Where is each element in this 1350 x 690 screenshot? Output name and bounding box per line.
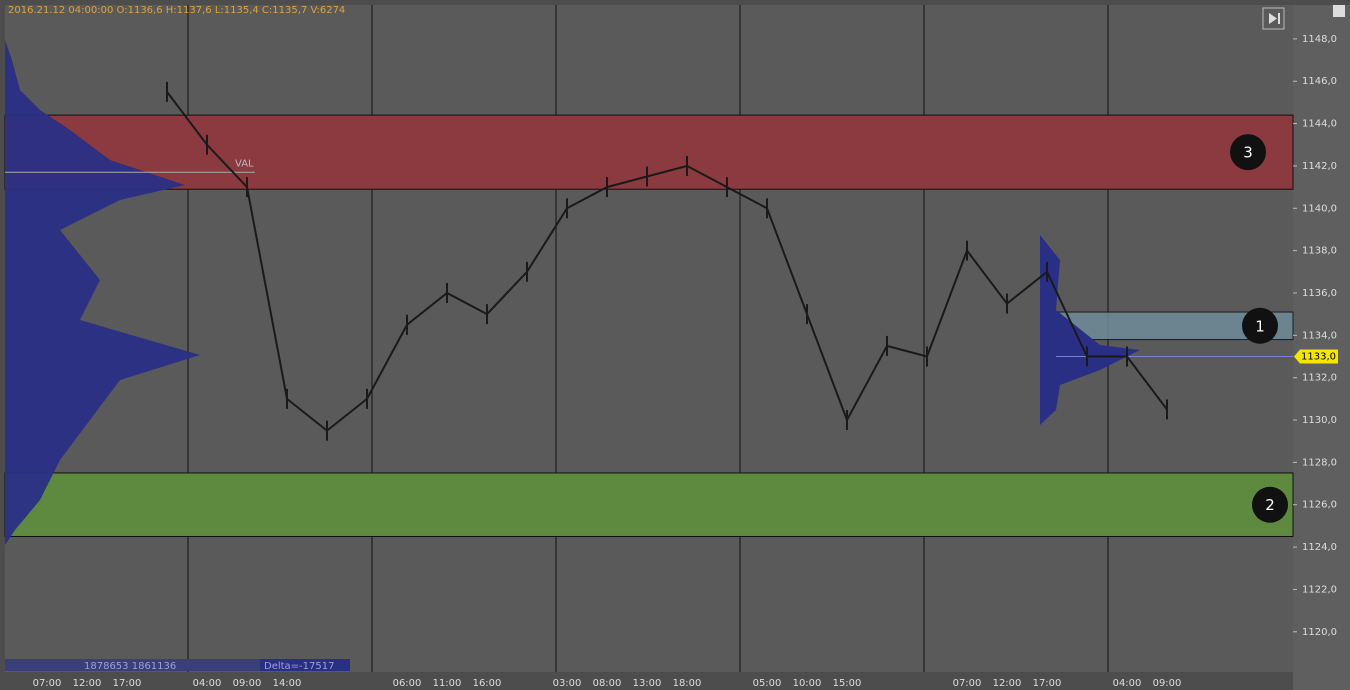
price-label: 1133,0 <box>1301 351 1336 362</box>
x-tick-label: 05:00 <box>753 678 782 689</box>
x-tick-label: 09:00 <box>1153 678 1182 689</box>
zone <box>4 114 1294 190</box>
x-tick-label: 06:00 <box>393 678 422 689</box>
volume-bar <box>5 659 260 671</box>
x-tick-label: 09:00 <box>233 678 262 689</box>
x-tick-label: 12:00 <box>993 678 1022 689</box>
zone-label: 3 <box>1243 144 1253 162</box>
price-bar <box>566 198 568 219</box>
y-tick-label: 1138,0 <box>1302 246 1337 257</box>
y-tick-label: 1124,0 <box>1302 542 1337 553</box>
x-tick-label: 18:00 <box>673 678 702 689</box>
price-axis <box>1293 5 1350 690</box>
y-tick-label: 1134,0 <box>1302 330 1337 341</box>
volume-text: 1878653 1861136 <box>84 661 176 672</box>
price-bar <box>686 155 688 176</box>
price-bar <box>1126 346 1128 367</box>
y-tick-label: 1144,0 <box>1302 119 1337 130</box>
x-tick-label: 17:00 <box>113 678 142 689</box>
x-tick-label: 14:00 <box>273 678 302 689</box>
price-bar <box>526 261 528 282</box>
x-tick-label: 17:00 <box>1033 678 1062 689</box>
x-tick-label: 07:00 <box>953 678 982 689</box>
x-tick-label: 04:00 <box>1113 678 1142 689</box>
price-bar <box>486 304 488 325</box>
y-tick-label: 1122,0 <box>1302 584 1337 595</box>
price-bar <box>806 304 808 325</box>
y-tick-label: 1142,0 <box>1302 161 1337 172</box>
x-tick-label: 11:00 <box>433 678 462 689</box>
f-button[interactable] <box>1333 5 1345 17</box>
zone <box>4 472 1294 537</box>
y-tick-label: 1148,0 <box>1302 34 1337 45</box>
price-bar <box>206 134 208 155</box>
y-tick-label: 1130,0 <box>1302 415 1337 426</box>
price-bar <box>886 335 888 356</box>
x-tick-label: 04:00 <box>193 678 222 689</box>
price-bar <box>326 420 328 441</box>
price-bar <box>166 81 168 102</box>
play-icon <box>1269 13 1280 24</box>
volume-profile <box>5 40 200 545</box>
delta-bar <box>260 659 350 671</box>
play-button[interactable] <box>1262 7 1285 30</box>
y-tick-label: 1120,0 <box>1302 627 1337 638</box>
price-bar <box>846 410 848 431</box>
price-bar <box>1006 293 1008 314</box>
y-tick-label: 1146,0 <box>1302 76 1337 87</box>
price-bar <box>246 177 248 198</box>
price-bar <box>926 346 928 367</box>
price-bar <box>1166 399 1168 420</box>
price-bar <box>1086 346 1088 367</box>
session-profile <box>1040 235 1140 425</box>
x-tick-label: 15:00 <box>833 678 862 689</box>
y-tick-label: 1126,0 <box>1302 500 1337 511</box>
delta-text: Delta=-17517 <box>264 661 334 672</box>
price-bar <box>966 240 968 261</box>
price-bar <box>646 166 648 187</box>
price-marker <box>1294 349 1338 364</box>
price-bar <box>286 388 288 409</box>
y-tick-label: 1140,0 <box>1302 203 1337 214</box>
x-tick-label: 12:00 <box>73 678 102 689</box>
header: 2016.21.12 04:00:00 O:1136,6 H:1137,6 L:… <box>8 5 345 16</box>
y-tick-label: 1136,0 <box>1302 288 1337 299</box>
zone-badge <box>1230 134 1266 171</box>
x-tick-label: 13:00 <box>633 678 662 689</box>
price-bar <box>366 388 368 409</box>
x-tick-label: 10:00 <box>793 678 822 689</box>
price-bar <box>446 282 448 303</box>
price-bar <box>766 198 768 219</box>
x-tick-label: 16:00 <box>473 678 502 689</box>
val-label: VAL <box>235 158 254 169</box>
zone-label: 1 <box>1255 317 1265 335</box>
plot: VAL <box>5 81 1293 441</box>
y-tick-label: 1128,0 <box>1302 457 1337 468</box>
x-tick-label: 08:00 <box>593 678 622 689</box>
price-bar <box>406 314 408 335</box>
price-bar <box>726 177 728 198</box>
price-bar <box>1046 261 1048 282</box>
x-tick-label: 03:00 <box>553 678 582 689</box>
price-line <box>166 91 1168 432</box>
zone-badge <box>1252 486 1288 523</box>
price-bar <box>606 177 608 198</box>
y-tick-label: 1132,0 <box>1302 373 1337 384</box>
zone-label: 2 <box>1265 496 1275 514</box>
x-tick-label: 07:00 <box>33 678 62 689</box>
zone-badge <box>1242 307 1278 344</box>
